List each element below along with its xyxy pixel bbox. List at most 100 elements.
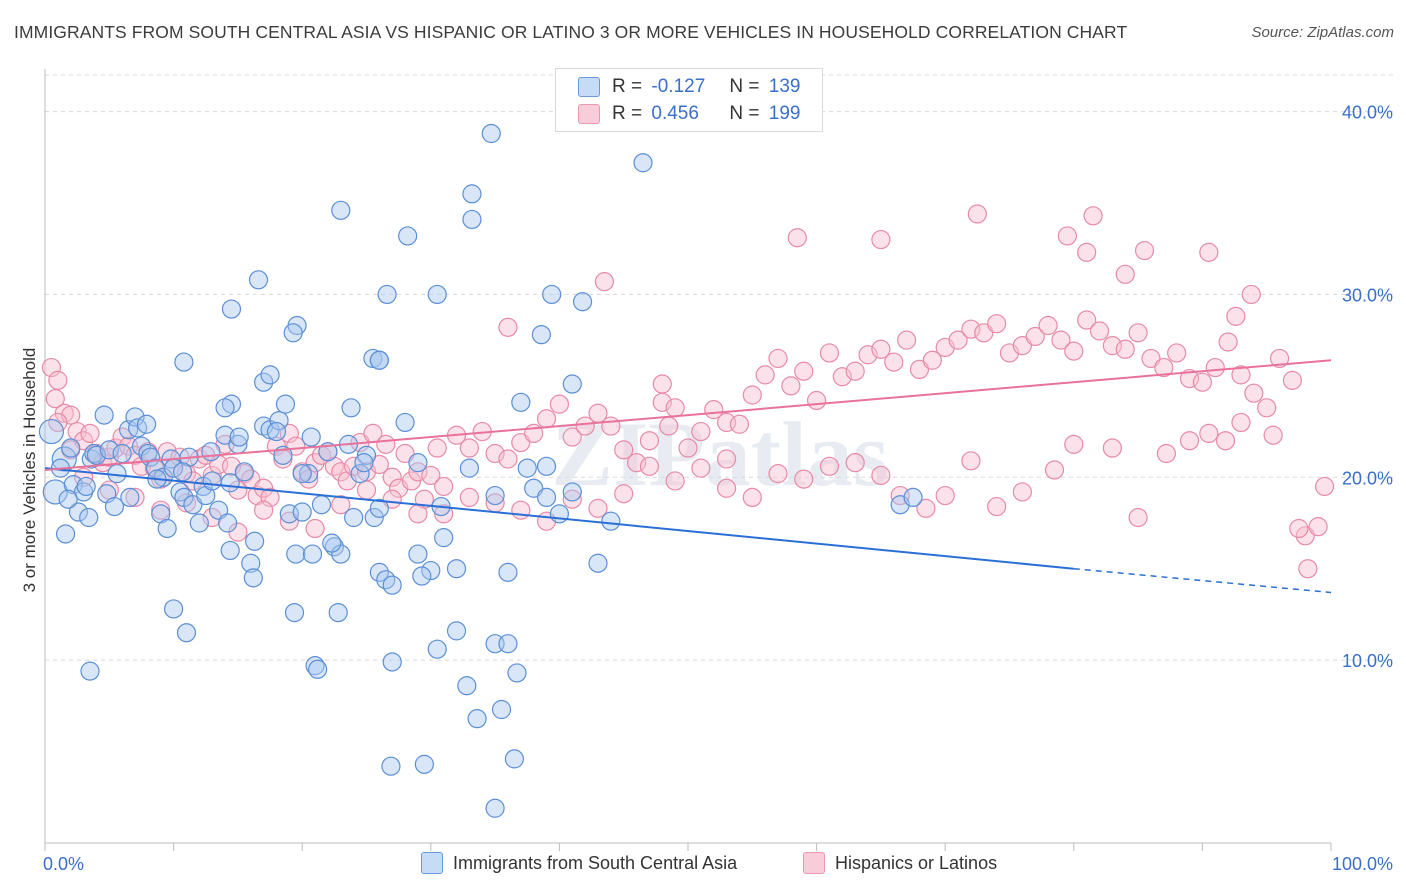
legend-r-label: R =	[612, 76, 643, 97]
data-point-immigrants	[421, 560, 441, 581]
data-point-hispanics	[1244, 383, 1264, 403]
legend-item-immigrants: Immigrants from South Central Asia	[421, 852, 737, 874]
data-point-immigrants	[408, 544, 428, 564]
data-point-hispanics	[575, 416, 595, 436]
data-point-hispanics	[665, 471, 685, 491]
data-point-hispanics	[1241, 284, 1261, 305]
data-point-hispanics	[1179, 368, 1200, 389]
data-point-hispanics	[1289, 518, 1309, 539]
data-point-hispanics	[871, 339, 891, 359]
data-point-immigrants	[220, 473, 240, 493]
data-point-immigrants	[498, 562, 518, 582]
data-point-hispanics	[1128, 507, 1148, 528]
data-point-hispanics	[594, 272, 615, 292]
legend-r-label: R =	[612, 103, 643, 124]
legend-swatch-pink	[578, 104, 600, 124]
data-point-hispanics	[665, 398, 685, 418]
data-point-hispanics	[1231, 412, 1251, 433]
data-point-hispanics	[967, 204, 987, 224]
data-point-hispanics	[1115, 264, 1135, 284]
data-point-hispanics	[614, 440, 634, 460]
data-point-hispanics	[794, 469, 814, 489]
x-tick-label: 100.0%	[1332, 854, 1393, 874]
data-point-hispanics	[408, 504, 428, 524]
data-point-hispanics	[1218, 332, 1238, 352]
data-point-immigrants	[164, 599, 184, 619]
data-point-immigrants	[120, 487, 140, 507]
data-point-immigrants	[356, 445, 377, 465]
data-point-hispanics	[376, 434, 396, 454]
series-legend: Immigrants from South Central Asia Hispa…	[0, 852, 1406, 878]
data-point-hispanics	[1269, 348, 1290, 369]
data-point-immigrants	[498, 634, 518, 654]
data-point-immigrants	[202, 471, 222, 491]
data-point-immigrants	[412, 566, 432, 586]
series-immigrants-points	[38, 123, 923, 818]
data-point-hispanics	[536, 409, 557, 429]
data-point-immigrants	[549, 504, 570, 524]
data-point-hispanics	[742, 487, 762, 507]
data-point-hispanics	[1231, 365, 1251, 385]
data-point-hispanics	[1156, 443, 1176, 464]
data-point-hispanics	[897, 330, 917, 350]
data-point-immigrants	[260, 365, 280, 385]
data-point-hispanics	[659, 416, 679, 436]
data-point-hispanics	[305, 453, 325, 473]
data-point-hispanics	[845, 361, 865, 381]
data-point-hispanics	[1226, 306, 1246, 326]
data-point-immigrants	[292, 464, 312, 484]
data-point-immigrants	[245, 531, 265, 551]
data-point-hispanics	[1199, 242, 1219, 262]
data-point-immigrants	[395, 412, 415, 433]
data-point-hispanics	[562, 489, 582, 509]
data-point-hispanics	[1308, 517, 1328, 537]
data-point-hispanics	[691, 421, 711, 442]
data-point-immigrants	[176, 623, 197, 643]
data-point-hispanics	[1083, 206, 1103, 226]
data-point-hispanics	[755, 365, 775, 385]
data-point-hispanics	[716, 478, 737, 498]
data-point-hispanics	[427, 438, 447, 458]
data-point-immigrants	[446, 621, 467, 641]
data-point-hispanics	[1128, 323, 1148, 343]
legend-r-value: 0.456	[651, 103, 699, 124]
data-point-immigrants	[398, 226, 418, 246]
y-tick-label: 10.0%	[1342, 651, 1393, 671]
data-point-hispanics	[48, 370, 68, 390]
data-point-immigrants	[308, 659, 328, 679]
data-point-immigrants	[311, 495, 332, 515]
data-point-hispanics	[1192, 372, 1213, 392]
data-point-immigrants	[266, 421, 287, 442]
data-point-hispanics	[691, 458, 711, 478]
data-point-immigrants	[305, 656, 325, 676]
trend-line-immigrants-extension	[1073, 567, 1332, 594]
y-tick-label: 40.0%	[1342, 103, 1393, 123]
data-point-immigrants	[55, 524, 76, 544]
data-point-immigrants	[220, 540, 240, 561]
data-point-hispanics	[549, 394, 570, 414]
y-tick-label: 30.0%	[1342, 285, 1393, 305]
data-point-hispanics	[1215, 431, 1236, 451]
correlation-legend: R = -0.127 N = 139 R = 0.456 N = 199	[555, 68, 823, 132]
data-point-immigrants	[174, 352, 194, 372]
data-point-hispanics	[1199, 423, 1219, 443]
trend-line-immigrants	[44, 467, 1074, 570]
data-point-hispanics	[1051, 330, 1071, 350]
data-point-immigrants	[382, 652, 402, 672]
data-point-hispanics	[1298, 559, 1318, 579]
data-point-hispanics	[961, 319, 981, 339]
data-point-hispanics	[356, 480, 377, 500]
data-point-hispanics	[1064, 341, 1084, 361]
data-point-hispanics	[1044, 460, 1065, 480]
data-point-immigrants	[511, 392, 531, 412]
data-point-hispanics	[1205, 357, 1225, 378]
data-point-immigrants	[369, 350, 389, 370]
data-point-hispanics	[1167, 343, 1187, 363]
data-point-hispanics	[1089, 321, 1110, 341]
data-point-hispanics	[639, 431, 660, 451]
data-point-immigrants	[572, 292, 593, 312]
data-point-hispanics	[80, 423, 100, 443]
data-point-hispanics	[305, 518, 325, 539]
data-point-hispanics	[768, 348, 788, 369]
